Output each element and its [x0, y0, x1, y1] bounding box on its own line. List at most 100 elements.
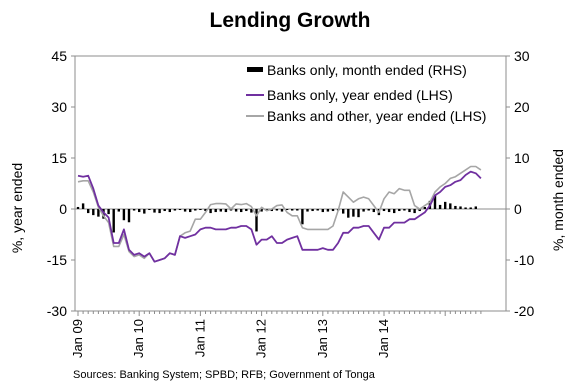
x-tick-label: Jan 11	[192, 319, 207, 357]
x-tick-label: Jan 14	[376, 319, 391, 358]
month-ended-bar	[347, 209, 350, 218]
legend-label-banks-only: Banks only, year ended (LHS)	[267, 87, 453, 103]
left-tick-label: 0	[59, 201, 67, 217]
month-ended-bar	[438, 204, 442, 209]
month-ended-bar	[311, 209, 314, 212]
month-ended-bar	[408, 209, 411, 213]
month-ended-bar	[469, 207, 472, 209]
legend-label-bars: Banks only, month ended (RHS)	[267, 62, 467, 78]
left-tick-label: -30	[47, 303, 67, 319]
month-ended-bar	[423, 206, 426, 209]
month-ended-bar	[143, 209, 146, 214]
month-ended-bar	[189, 209, 192, 213]
month-ended-bar	[342, 209, 345, 214]
month-ended-bar	[234, 209, 238, 212]
month-ended-bar	[433, 195, 437, 209]
right-tick-label: -20	[514, 303, 534, 319]
month-ended-bar	[387, 209, 391, 213]
month-ended-bar	[153, 209, 156, 213]
month-ended-bar	[112, 209, 115, 233]
month-ended-bar	[285, 209, 289, 211]
month-ended-bar	[291, 209, 294, 211]
month-ended-bar	[367, 209, 370, 211]
month-ended-bar	[209, 209, 212, 214]
right-tick-label: 30	[514, 48, 530, 64]
month-ended-bar	[382, 209, 386, 212]
month-ended-bar	[265, 209, 268, 211]
left-tick-label: 15	[51, 150, 67, 166]
month-ended-bar	[275, 209, 279, 211]
month-ended-bar	[168, 209, 171, 213]
month-ended-bar	[92, 209, 95, 216]
month-ended-bar	[199, 209, 202, 211]
month-ended-bar	[306, 209, 309, 212]
x-tick-label: Jan 10	[131, 319, 146, 358]
x-tick-label: Jan 12	[254, 319, 269, 358]
left-tick-label: 30	[51, 99, 67, 115]
x-axis-ticks: Jan 09 Jan 10 Jan 11 Jan 12 Jan 13 Jan 14	[70, 311, 482, 358]
month-ended-bar	[122, 209, 126, 221]
month-ended-bar	[214, 209, 217, 213]
month-ended-bar	[454, 205, 457, 209]
plot-frame	[74, 55, 507, 312]
month-ended-bar	[173, 209, 177, 211]
right-tick-label: 0	[514, 201, 522, 217]
right-tick-label: 20	[514, 99, 530, 115]
left-tick-label: 45	[51, 48, 67, 64]
left-tick-label: -15	[47, 252, 67, 268]
left-axis-label: %, year ended	[9, 163, 25, 253]
chart-title: Lending Growth	[210, 9, 371, 32]
right-axis-label: %, month ended	[550, 149, 566, 251]
month-ended-bar	[76, 206, 80, 209]
month-ended-bar	[413, 209, 416, 214]
month-ended-bar	[362, 209, 365, 212]
month-ended-bar	[107, 209, 110, 215]
month-ended-bar	[224, 209, 228, 213]
year-ended-lines	[77, 165, 482, 263]
month-ended-bar	[132, 209, 136, 211]
month-ended-bar	[163, 209, 166, 212]
month-ended-bar	[255, 209, 258, 232]
month-ended-bar	[449, 203, 452, 209]
legend: Banks only, month ended (RHS) Banks only…	[246, 62, 486, 124]
month-ended-bar	[398, 209, 401, 212]
source-note: Sources: Banking System; SPBD; RFB; Gove…	[73, 369, 376, 381]
month-ended-bar	[102, 209, 105, 219]
month-ended-bar	[138, 209, 141, 213]
month-ended-bar	[280, 209, 284, 212]
month-ended-bar	[194, 209, 197, 211]
month-ended-bar	[240, 209, 243, 213]
month-ended-bar	[464, 207, 467, 209]
month-ended-bar	[178, 209, 182, 211]
banks-only-line	[77, 170, 482, 263]
month-ended-bar	[296, 209, 299, 211]
month-ended-bar	[260, 209, 263, 212]
month-ended-bar	[321, 209, 324, 213]
month-ended-bar	[204, 209, 207, 212]
month-ended-bar	[158, 209, 161, 214]
legend-label-banks-and-other: Banks and other, year ended (LHS)	[267, 108, 486, 124]
month-ended-bar	[331, 209, 335, 212]
month-ended-bar	[270, 209, 273, 212]
month-ended-bar	[87, 209, 90, 214]
month-ended-bar	[418, 209, 421, 212]
month-ended-bar	[219, 209, 222, 212]
month-ended-bars	[76, 195, 477, 233]
month-ended-bar	[127, 209, 131, 223]
month-ended-bar	[444, 201, 447, 209]
month-ended-bar	[403, 209, 406, 211]
month-ended-bar	[357, 209, 360, 218]
right-tick-label: 10	[514, 150, 530, 166]
right-axis-ticks: 30 20 10 0 -10 -20	[506, 48, 534, 319]
month-ended-bar	[326, 209, 330, 212]
left-axis-ticks: 45 30 15 0 -15 -30	[47, 48, 75, 319]
month-ended-bar	[148, 209, 151, 211]
month-ended-bar	[372, 209, 375, 213]
legend-swatch-bars	[247, 67, 263, 72]
month-ended-bar	[459, 206, 462, 209]
month-ended-bar	[250, 209, 253, 213]
month-ended-bar	[183, 209, 187, 212]
month-ended-bar	[97, 209, 100, 217]
banks-and-other-line	[77, 165, 482, 263]
